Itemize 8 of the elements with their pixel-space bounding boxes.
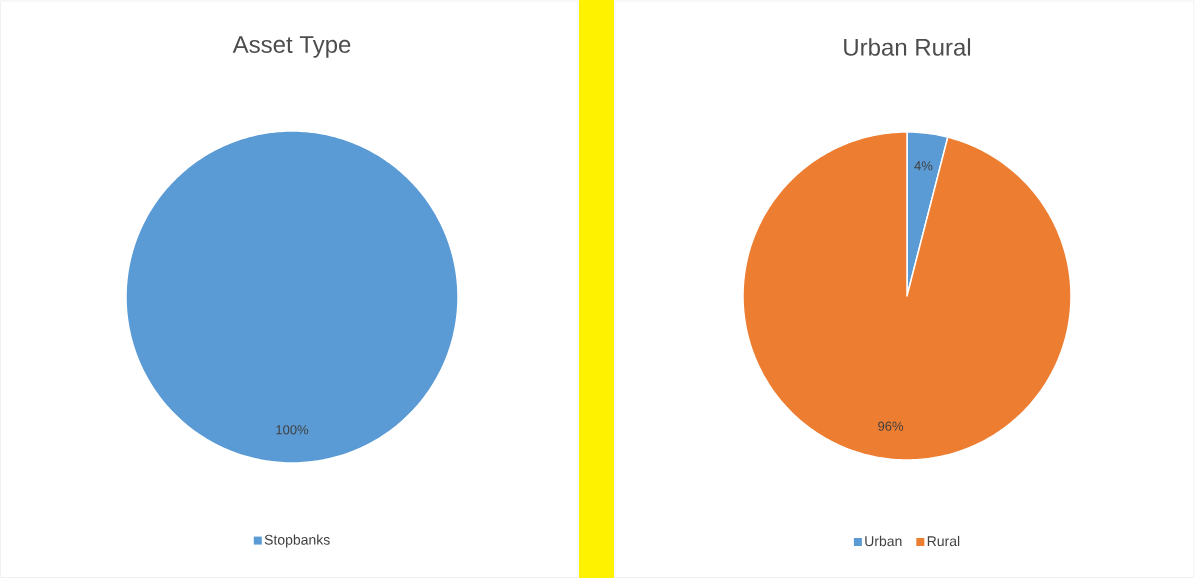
legend-label: Stopbanks bbox=[264, 534, 330, 548]
legend-label: Urban bbox=[865, 535, 902, 547]
data-label: 100% bbox=[276, 425, 309, 435]
chart-title: Urban Rural bbox=[844, 38, 971, 56]
legend-label: Rural bbox=[927, 535, 960, 547]
chart-title: Asset Type bbox=[232, 36, 351, 58]
data-label: 96% bbox=[878, 421, 904, 431]
data-label: 4% bbox=[914, 161, 933, 171]
